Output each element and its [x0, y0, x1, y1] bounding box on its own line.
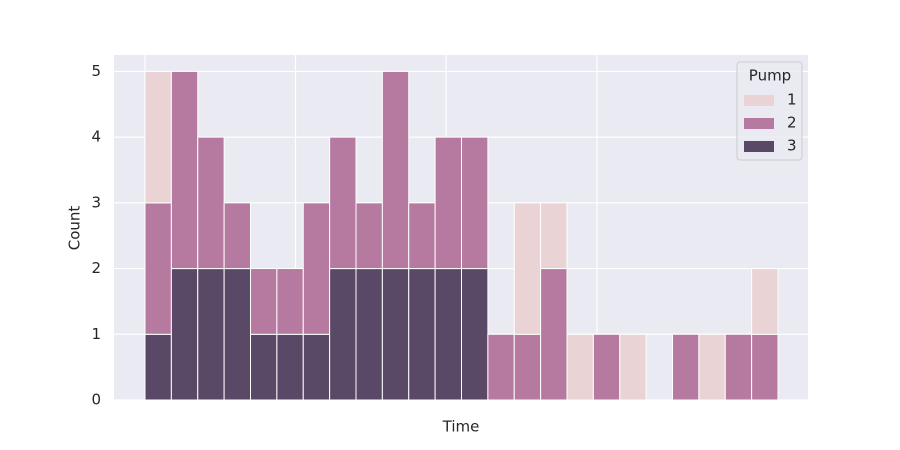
- bar-segment: [672, 333, 700, 401]
- bar-segment: [223, 202, 251, 270]
- legend-title: Pump: [749, 67, 791, 85]
- bar-segment: [513, 202, 542, 335]
- bar-segment: [540, 202, 568, 270]
- bar-segment: [276, 268, 304, 335]
- legend-swatch: [744, 118, 774, 129]
- legend-label: 1: [787, 91, 797, 109]
- bar-segment: [381, 70, 410, 270]
- bar-segment: [197, 136, 225, 270]
- bar-segment: [461, 136, 489, 270]
- bar-segment: [144, 70, 172, 204]
- bar-segment: [513, 333, 542, 401]
- bar-segment: [540, 268, 568, 401]
- bar-segment: [408, 268, 436, 401]
- bar-segment: [751, 333, 779, 401]
- bar-segment: [276, 333, 304, 401]
- legend-swatch: [744, 141, 774, 152]
- bar-segment: [144, 333, 172, 401]
- bar-segment: [566, 333, 594, 401]
- legend-swatch: [744, 95, 774, 106]
- bar-segment: [250, 268, 278, 335]
- y-tick-label: 4: [91, 128, 101, 146]
- y-axis-label: Count: [66, 206, 84, 251]
- legend-label: 3: [787, 137, 797, 155]
- bar-segment: [381, 268, 410, 401]
- y-tick-label: 0: [91, 391, 101, 409]
- bar-segment: [170, 70, 199, 270]
- bar-segment: [698, 333, 726, 401]
- bar-segment: [355, 268, 383, 401]
- y-tick-label: 1: [91, 325, 101, 343]
- y-tick-label: 3: [91, 193, 101, 211]
- bar-segment: [223, 268, 251, 401]
- bar-segment: [250, 333, 278, 401]
- bar-segment: [144, 202, 172, 335]
- bar-segment: [619, 333, 647, 401]
- bar-segment: [355, 202, 383, 270]
- bar-segment: [408, 202, 436, 270]
- bar-segment: [197, 268, 225, 401]
- legend-box: [736, 61, 803, 161]
- bar-segment: [170, 268, 199, 401]
- bar-segment: [302, 333, 331, 401]
- bar-segment: [592, 333, 621, 401]
- bar-segment: [751, 268, 779, 335]
- y-tick-label: 5: [91, 62, 101, 80]
- legend-label: 2: [787, 114, 797, 132]
- bar-segment: [434, 136, 462, 270]
- bar-segment: [487, 333, 515, 401]
- bar-segment: [329, 268, 357, 401]
- y-tick-label: 2: [91, 259, 101, 277]
- bar-segment: [329, 136, 357, 270]
- bar-segment: [302, 202, 331, 335]
- bar-segment: [461, 268, 489, 401]
- bar-segment: [724, 333, 753, 401]
- x-axis-label: Time: [442, 418, 480, 436]
- bar-segment: [434, 268, 462, 401]
